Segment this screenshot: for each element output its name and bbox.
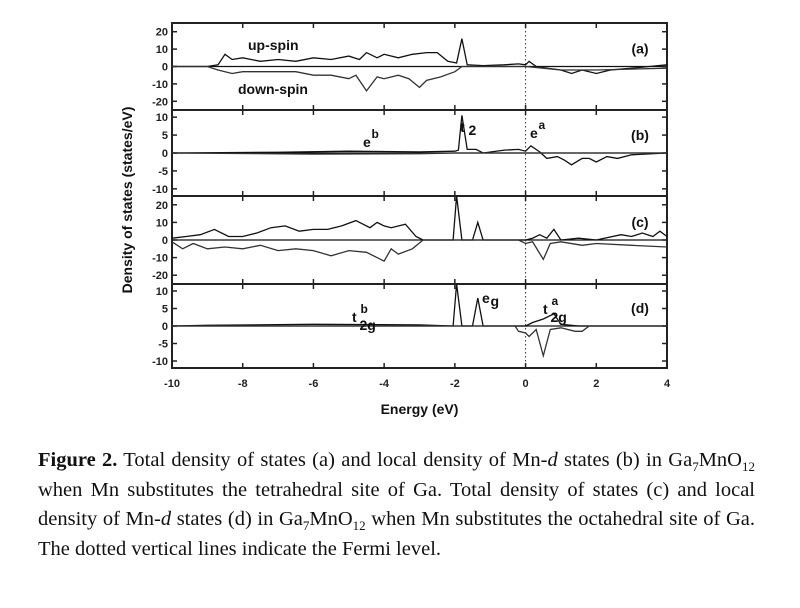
y-tick-label: 10 [156,217,168,229]
caption-subscript: 12 [352,518,366,534]
annotation: t [543,301,548,317]
annotation-subscript: 2g [360,317,376,333]
annotation-superscript: b [372,127,379,141]
x-tick-label: 0 [523,378,529,390]
panel-c: 20 10 0 -10 -20 (c) [152,195,668,285]
caption-subscript: 12 [742,459,755,475]
caption-subscript: 7 [692,459,699,475]
x-tick-label: -2 [450,378,460,390]
annotation: up-spin [248,37,299,53]
x-tick-label: 4 [664,378,671,390]
caption-subscript: 7 [302,518,310,534]
panel-label: (a) [631,41,648,57]
y-tick-label: 0 [162,235,168,247]
series-down-spin [171,152,667,155]
annotation: e [482,290,490,306]
caption-text: states (d) in Ga [171,508,303,530]
x-tick-label: -8 [238,378,248,390]
annotation-superscript: b [361,302,368,316]
y-tick-label: 5 [162,304,168,316]
panel-label: (b) [631,127,649,143]
panel-label: (c) [631,214,648,230]
series-down-spin [172,65,668,93]
y-tick-label: 0 [162,148,168,160]
y-tick-label: -20 [152,270,168,282]
caption-text: MnO [309,508,353,530]
annotation: t [460,119,465,135]
caption-text: MnO [698,449,742,471]
series-down-spin [171,239,668,262]
caption-text: when Mn substitutes the tetrahedral site… [38,478,755,531]
y-tick-label: -10 [152,79,168,91]
y-tick-label: 10 [156,44,168,56]
annotation-superscript: a [539,118,546,132]
x-tick-label: -6 [309,378,319,390]
caption-italic: d [547,449,558,471]
y-tick-label: -5 [158,339,168,351]
series-up-spin [171,115,668,166]
annotation: down-spin [238,81,308,97]
y-tick-label: 0 [162,321,168,333]
annotation-subscript: g [491,293,500,309]
x-tick-label: -4 [379,378,390,390]
x-tick-label: 2 [593,378,599,390]
dos-chart: 20100-10-20(a)up-spindown-spin1050-5-10(… [119,22,671,417]
caption-text: Total density of states (a) and local de… [117,449,548,471]
series-up-spin [171,283,667,327]
annotation-subscript: 2 [469,122,477,138]
annotation: t [352,309,357,325]
y-tick-label: -5 [158,166,168,178]
y-tick-label: 5 [162,130,168,142]
series-down-spin [172,325,667,359]
y-tick-label: -10 [152,356,168,368]
series-up-spin [171,195,668,241]
y-axis-label: Density of states (states/eV) [119,107,135,294]
x-tick-label: -10 [164,378,180,390]
caption-text: when Mn substitutes the octahedral site … [38,508,756,560]
caption-text: states (b) in Ga [557,449,693,471]
figure-caption: Figure 2. Total density of states (a) an… [38,446,755,564]
y-tick-label: 20 [156,27,168,39]
annotation-subscript: 2g [551,309,567,325]
y-tick-label: 20 [156,200,168,212]
y-tick-label: 10 [156,112,168,124]
panel-a: 20 10 0 -10 -20 (a) up-spin down-spin [152,22,668,111]
y-tick-label: 0 [162,62,168,74]
annotation-superscript: a [552,294,559,308]
caption-label: Figure 2. [38,449,118,471]
annotation: e [363,134,371,150]
annotation: e [530,125,538,141]
series-up-spin [172,38,668,75]
x-axis-label: Energy (eV) [381,401,459,417]
y-tick-label: 10 [156,286,168,298]
y-tick-label: -10 [152,184,168,196]
y-tick-label: -20 [152,96,168,108]
panel-label: (d) [631,300,649,316]
y-tick-label: -10 [152,253,168,265]
caption-italic: d [160,508,172,530]
